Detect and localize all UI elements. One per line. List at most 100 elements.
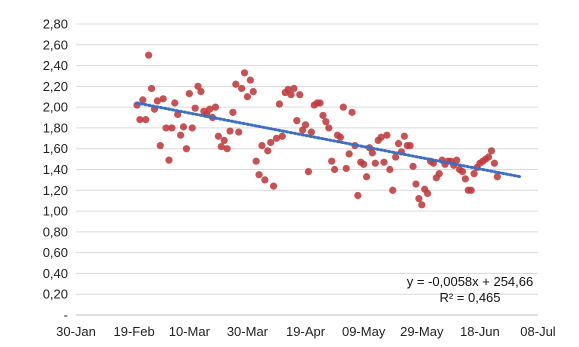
- data-point: [322, 118, 330, 126]
- y-tick-label: 2,00: [43, 100, 68, 115]
- x-axis-tick-labels: 30-Jan 19-Feb 10-Mar 30-Mar 19-Apr 09-May 29-M…: [56, 324, 556, 339]
- data-point: [348, 108, 356, 116]
- x-tick-label: 19-Feb: [114, 324, 155, 339]
- data-point: [435, 170, 443, 178]
- data-point: [226, 127, 234, 135]
- data-point: [165, 156, 173, 164]
- data-point: [400, 132, 408, 140]
- data-point: [307, 128, 315, 136]
- x-tick-label: 30-Jan: [56, 324, 96, 339]
- x-tick-label: 10-Mar: [169, 324, 211, 339]
- data-point: [485, 153, 493, 161]
- data-point: [235, 128, 243, 136]
- data-point: [296, 91, 304, 99]
- data-point: [345, 150, 353, 158]
- x-tick-label: 29-May: [400, 324, 444, 339]
- data-point: [220, 136, 228, 144]
- x-tick-label: 19-Apr: [286, 324, 326, 339]
- data-point: [258, 141, 266, 150]
- data-point: [423, 189, 432, 198]
- data-point: [409, 162, 417, 170]
- y-axis-tick-labels: - 0,20 0,40 0,60 0,80 1,00 1,20 1,40 1,60 1,80 2,0…: [43, 17, 68, 323]
- data-point: [325, 124, 333, 132]
- data-point: [331, 165, 339, 174]
- data-point: [232, 80, 240, 88]
- y-tick-label: 2,80: [43, 17, 68, 32]
- data-point: [255, 171, 263, 179]
- data-point: [461, 175, 469, 183]
- data-point: [371, 159, 379, 167]
- y-tick-label: 2,40: [43, 58, 68, 73]
- y-tick-label: 0,60: [43, 245, 68, 260]
- data-point: [177, 131, 185, 139]
- data-point: [360, 160, 368, 168]
- data-point: [362, 173, 371, 181]
- data-point: [156, 141, 164, 150]
- data-point: [493, 173, 501, 181]
- data-point: [142, 116, 150, 124]
- y-tick-label: 0,20: [43, 287, 68, 302]
- data-point: [339, 103, 347, 111]
- data-point: [328, 157, 336, 165]
- data-point: [467, 186, 475, 194]
- data-point: [162, 124, 170, 132]
- data-point: [229, 108, 237, 116]
- data-point: [389, 186, 397, 194]
- y-tick-label: 1,20: [43, 183, 68, 198]
- x-tick-label: 09-May: [342, 324, 386, 339]
- data-point: [240, 69, 249, 77]
- data-point: [188, 124, 196, 132]
- data-point: [487, 147, 496, 155]
- data-point: [392, 153, 400, 161]
- data-point: [139, 96, 147, 104]
- data-point: [415, 195, 423, 203]
- data-point: [377, 133, 385, 141]
- data-point: [412, 180, 420, 188]
- data-point: [316, 99, 324, 107]
- data-point: [336, 133, 345, 141]
- data-point: [238, 84, 246, 93]
- y-tick-label: 1,80: [43, 120, 68, 135]
- y-tick-label: 1,60: [43, 141, 68, 156]
- data-point: [214, 132, 222, 140]
- data-point: [168, 124, 176, 132]
- data-point: [147, 84, 156, 93]
- data-point: [153, 97, 161, 105]
- y-tick-label: -: [64, 308, 68, 323]
- data-point: [490, 159, 499, 167]
- data-point: [159, 95, 167, 103]
- data-point: [287, 91, 295, 99]
- data-point: [197, 87, 205, 96]
- data-point: [182, 145, 191, 153]
- data-point: [136, 116, 144, 124]
- data-point: [278, 132, 286, 140]
- data-point: [269, 182, 278, 190]
- data-point: [179, 123, 188, 131]
- data-point: [261, 176, 269, 184]
- data-point: [418, 201, 426, 209]
- data-point: [301, 121, 310, 129]
- data-point: [290, 84, 298, 93]
- data-point: [267, 138, 275, 147]
- data-point: [171, 99, 179, 107]
- data-point: [386, 165, 394, 174]
- y-tick-label: 0,40: [43, 266, 68, 281]
- data-point: [145, 51, 153, 59]
- trendline-equation: y = -0,0058x + 254,66: [407, 274, 533, 289]
- data-point: [453, 156, 461, 164]
- y-tick-label: 0,80: [43, 224, 68, 239]
- data-point: [249, 87, 257, 96]
- data-point: [304, 167, 313, 176]
- data-point: [211, 103, 220, 111]
- y-tick-label: 1,00: [43, 204, 68, 219]
- data-point: [354, 191, 362, 200]
- y-tick-label: 2,60: [43, 37, 68, 52]
- data-point: [191, 104, 199, 112]
- data-point: [252, 157, 260, 165]
- trendline: [135, 101, 523, 179]
- data-point: [470, 170, 478, 178]
